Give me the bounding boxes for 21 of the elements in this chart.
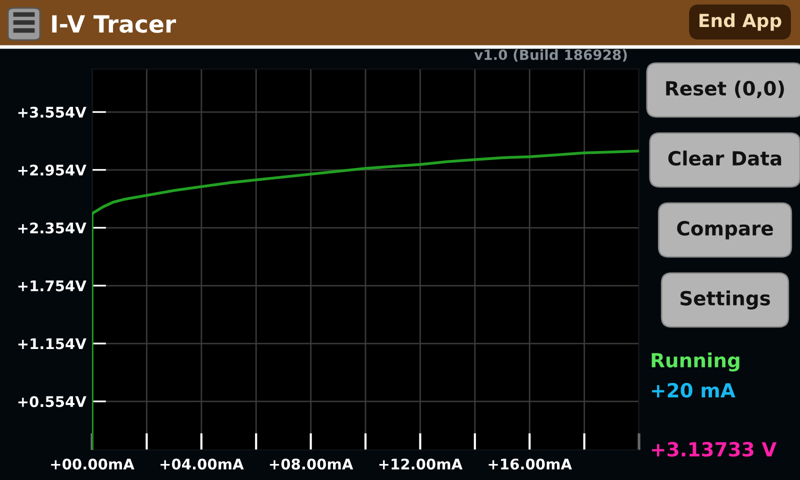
text: v1.0 (Build 186928)	[474, 49, 627, 62]
text: End App	[700, 13, 782, 31]
text: Settings	[680, 290, 770, 310]
y-tick-label: +0.554V	[18, 396, 86, 408]
y-tick-label: +2.354V	[18, 222, 86, 234]
text: Reset (0,0)	[666, 80, 784, 98]
text: +20 mA	[652, 382, 736, 398]
y-tick-label: +1.754V	[18, 280, 86, 292]
y-tick-label: +2.954V	[18, 164, 86, 176]
text: Running	[652, 352, 740, 372]
x-tick-label: +04.00mA	[160, 458, 244, 470]
x-tick-label: +00.00mA	[51, 458, 134, 470]
x-tick-label: +16.00mA	[488, 458, 572, 470]
x-tick-label: +12.00mA	[379, 458, 463, 470]
text: Compare	[677, 220, 773, 240]
y-tick-label: +3.554V	[18, 106, 86, 118]
text: Clear Data	[668, 150, 782, 166]
chart-title: I-V Tracer	[52, 15, 176, 33]
text: +3.13733 V	[652, 442, 777, 457]
y-tick-label: +1.154V	[18, 338, 86, 350]
x-tick-label: +08.00mA	[270, 458, 354, 470]
